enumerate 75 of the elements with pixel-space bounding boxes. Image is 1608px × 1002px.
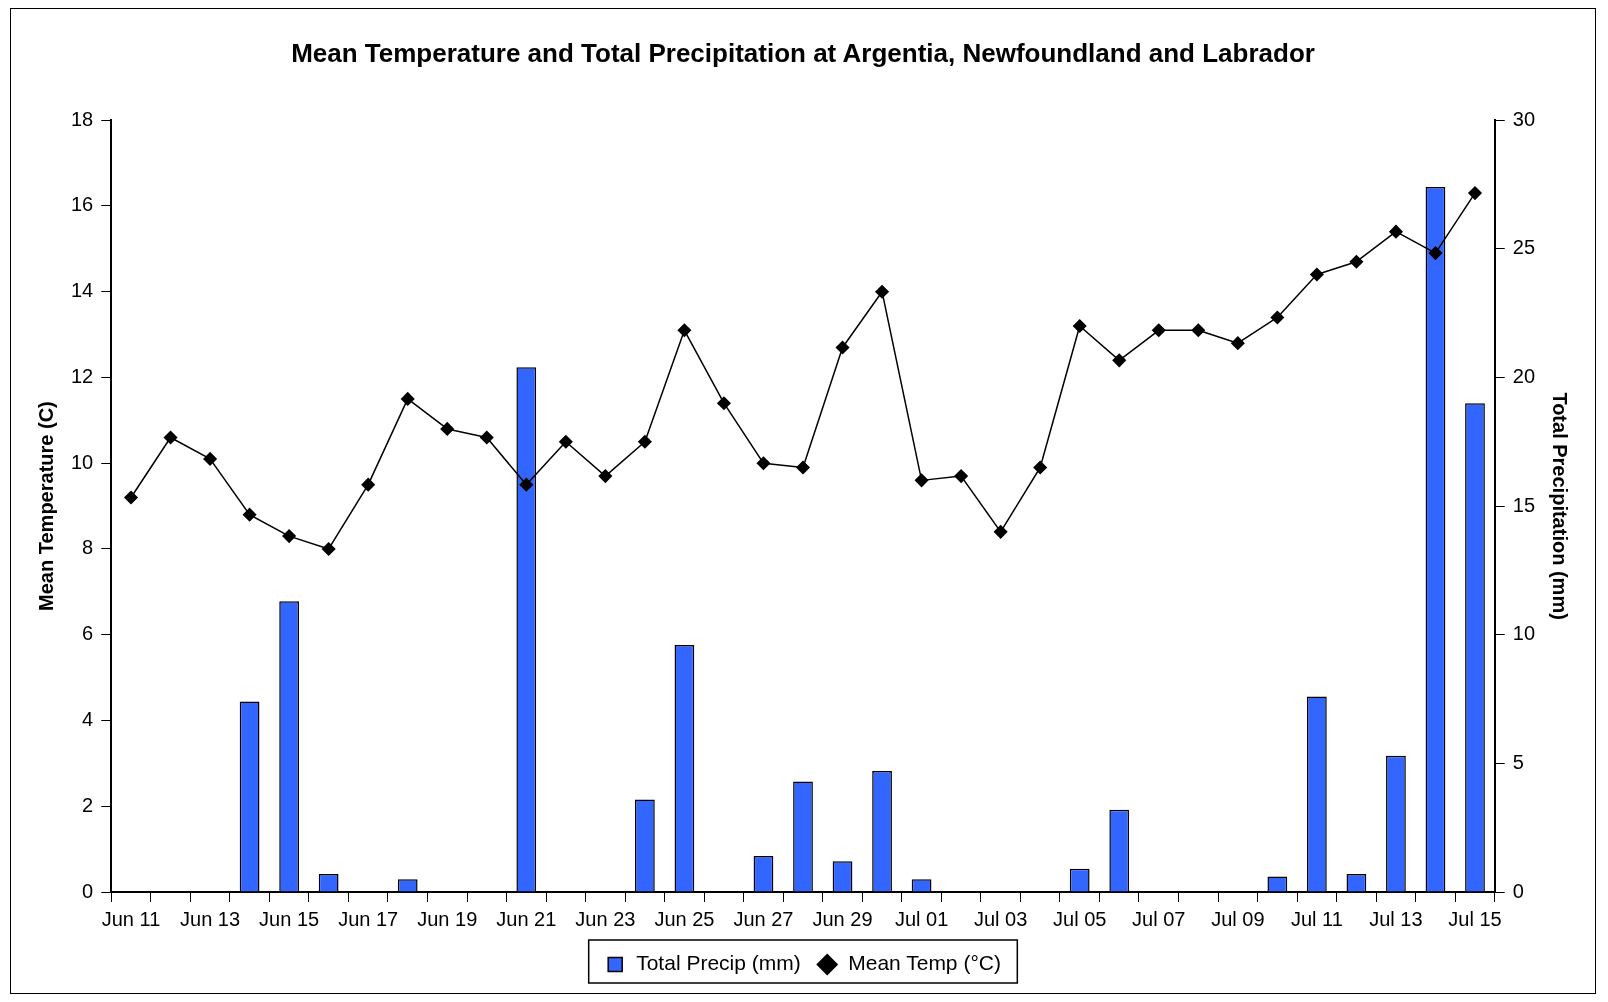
x-tick-label: Jul 05 [1053, 907, 1107, 930]
point [1389, 224, 1403, 239]
point [1152, 323, 1166, 338]
point [875, 284, 889, 299]
y2-tick-label: 15 [1512, 493, 1535, 516]
x-tick-label: Jun 25 [654, 907, 715, 930]
y-tick-label: 6 [82, 622, 94, 645]
y-tick-label: 18 [71, 107, 94, 130]
y2-tick-label: 10 [1512, 622, 1535, 645]
point [242, 507, 257, 522]
point [519, 477, 534, 492]
x-tick-label: Jun 29 [812, 907, 873, 930]
point [361, 477, 375, 492]
point [282, 529, 296, 543]
chart-title: Mean Temperature and Total Precipitation at Argentia, Newfoundland and Labrador [291, 37, 1315, 68]
point [677, 323, 692, 338]
y2-tick-label: 25 [1512, 236, 1535, 259]
point [400, 392, 415, 406]
y2-axis-title: Total Precipitation (mm) [1549, 392, 1572, 620]
point [756, 456, 771, 470]
point [598, 469, 613, 483]
point [914, 473, 929, 488]
x-tick-label: Jun 17 [338, 907, 399, 930]
y2-tick-label: 0 [1512, 879, 1524, 902]
point [1428, 246, 1443, 260]
point [163, 430, 178, 445]
x-tick-label: Jul 11 [1290, 907, 1343, 930]
y-tick-label: 10 [71, 450, 94, 473]
point [480, 430, 494, 445]
y-axis-title: Mean Temperature (C) [34, 401, 57, 611]
point [1072, 319, 1087, 333]
y-tick-label: 16 [71, 193, 94, 216]
y-tick-label: 0 [82, 879, 94, 902]
y-tick-label: 14 [71, 279, 94, 302]
point [124, 490, 138, 505]
x-tick-label: Jun 15 [259, 907, 320, 930]
x-tick-label: Jul 13 [1369, 907, 1423, 930]
point [835, 340, 850, 355]
y2-tick-label: 20 [1512, 364, 1535, 387]
point [796, 460, 810, 475]
point [993, 525, 1008, 539]
point [1112, 353, 1126, 368]
y2-tick-label: 30 [1512, 107, 1535, 130]
point [203, 452, 217, 466]
point [440, 422, 454, 436]
point [1033, 460, 1047, 475]
x-tick-label: Jun 21 [496, 907, 557, 930]
x-tick-label: Jun 23 [575, 907, 636, 930]
y-tick-label: 2 [82, 793, 94, 816]
point [1191, 323, 1206, 338]
point [1231, 336, 1245, 350]
point [321, 542, 336, 556]
x-tick-label: Jul 01 [894, 907, 949, 930]
y-tick-label: 8 [82, 536, 94, 559]
point [717, 396, 731, 410]
x-tick-label: Jun 13 [180, 907, 241, 930]
x-tick-label: Jul 15 [1448, 907, 1502, 930]
point [1310, 267, 1324, 282]
y-tick-label: 12 [71, 364, 94, 387]
legend-label: Mean Temp (°C) [848, 951, 1001, 975]
point [1468, 186, 1482, 200]
x-tick-label: Jun 11 [101, 907, 161, 930]
point [1349, 254, 1364, 269]
point [954, 469, 968, 483]
legend-label: Total Precip (mm) [636, 951, 801, 975]
x-tick-label: Jul 03 [973, 907, 1028, 930]
point [1270, 310, 1285, 325]
point [638, 435, 652, 449]
point [559, 435, 573, 449]
x-tick-label: Jul 09 [1211, 907, 1265, 930]
x-tick-label: Jun 19 [417, 907, 478, 930]
x-tick-label: Jun 27 [733, 907, 794, 930]
x-tick-label: Jul 07 [1132, 907, 1186, 930]
y-tick-label: 4 [82, 708, 94, 730]
y2-tick-label: 5 [1512, 750, 1524, 773]
